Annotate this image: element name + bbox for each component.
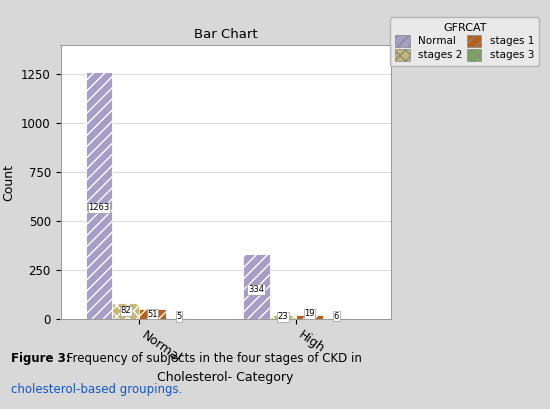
Bar [323, 318, 350, 319]
Bar [243, 254, 270, 319]
Text: 19: 19 [304, 309, 315, 318]
Text: 82: 82 [120, 306, 131, 315]
Bar [139, 309, 166, 319]
Bar [112, 303, 139, 319]
Text: Frequency of subjects in the four stages of CKD in: Frequency of subjects in the four stages… [63, 352, 362, 365]
Y-axis label: Count: Count [2, 164, 15, 200]
Text: cholesterol-based groupings.: cholesterol-based groupings. [11, 383, 183, 396]
Bar [86, 72, 112, 319]
Text: 51: 51 [147, 310, 158, 319]
Text: Figure 3:: Figure 3: [11, 352, 70, 365]
Text: 1263: 1263 [89, 203, 109, 212]
Text: 6: 6 [334, 312, 339, 321]
Text: 334: 334 [248, 285, 264, 294]
Text: 23: 23 [278, 312, 288, 321]
Bar [270, 315, 296, 319]
X-axis label: Cholesterol- Category: Cholesterol- Category [157, 371, 294, 384]
Title: Bar Chart: Bar Chart [194, 28, 257, 41]
Bar [166, 318, 192, 319]
Bar [296, 315, 323, 319]
Text: 5: 5 [177, 312, 182, 321]
Legend: Normal, stages 2, stages 1, stages 3: Normal, stages 2, stages 1, stages 3 [390, 18, 540, 66]
